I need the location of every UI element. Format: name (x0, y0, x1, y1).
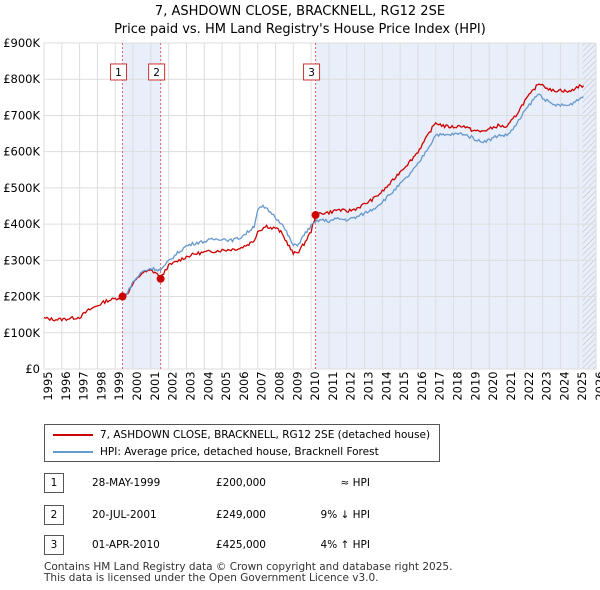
x-tick-label: 2013 (362, 371, 376, 400)
x-tick-label: 2007 (255, 371, 269, 400)
sale-marker-box (148, 63, 166, 81)
y-tick-label: £700K (3, 108, 40, 122)
sale-point (156, 274, 165, 283)
x-tick-label: 2009 (290, 371, 304, 400)
x-tick-label: 2002 (166, 371, 180, 400)
sale-row-1: 1 28-MAY-1999 £200,000 ≈ HPI (0, 473, 600, 493)
price-chart: 1 2 3 £0 £100K £200K £300K £400K £500K £600K £700… (3, 36, 600, 401)
footer-licence: This data is licensed under the Open Gov… (44, 572, 379, 584)
x-tick-label: 2014 (379, 371, 393, 400)
shaded-range (122, 43, 161, 369)
sale-marker-label: 3 (308, 67, 315, 79)
x-tick-label: 1996 (59, 371, 73, 400)
sale-number: 2 (44, 505, 64, 525)
sale-number: 3 (44, 535, 64, 555)
x-tick-label: 2023 (540, 371, 554, 400)
chart-title: 7, ASHDOWN CLOSE, BRACKNELL, RG12 2SE (154, 4, 446, 19)
sale-date: 01-APR-2010 (92, 539, 160, 551)
y-tick-label: £600K (3, 145, 40, 159)
x-tick-label: 2021 (504, 371, 518, 400)
x-tick-label: 2012 (344, 371, 358, 400)
sale-date: 20-JUL-2001 (92, 509, 157, 521)
hpi-line (122, 93, 584, 297)
sale-number: 1 (44, 473, 64, 493)
y-tick-label: £500K (3, 181, 40, 195)
sale-price: £425,000 (215, 539, 266, 551)
x-tick-label: 2025 (575, 371, 589, 400)
sale-row-2: 2 20-JUL-2001 £249,000 9% ↓ HPI (0, 505, 600, 525)
sale-price: £200,000 (215, 477, 266, 489)
chart-subtitle: Price paid vs. HM Land Registry's House … (114, 22, 486, 37)
sale-hpi-relation: 9% ↓ HPI (320, 509, 370, 521)
sale-price: £249,000 (215, 509, 266, 521)
x-tick-label: 2000 (130, 371, 144, 400)
sale-marker-label: 1 (115, 67, 122, 79)
x-tick-label: 1997 (77, 371, 91, 400)
x-tick-label: 2020 (486, 371, 500, 400)
x-tick-label: 2005 (219, 371, 233, 400)
y-tick-label: £200K (3, 290, 40, 304)
x-tick-label: 2022 (522, 371, 536, 400)
sale-point (311, 211, 320, 220)
sale-point (118, 292, 127, 301)
y-tick-label: £400K (3, 217, 40, 231)
sale-hpi-relation: ≈ HPI (340, 477, 370, 489)
y-tick-label: £300K (3, 253, 40, 267)
sale-date: 28-MAY-1999 (92, 477, 161, 489)
x-tick-label: 2011 (326, 371, 340, 400)
x-tick-label: 2001 (148, 371, 162, 400)
y-tick-label: £800K (3, 72, 40, 86)
x-tick-label: 2019 (468, 371, 482, 400)
x-tick-label: 2006 (237, 371, 251, 400)
x-tick-label: 2010 (308, 371, 322, 400)
projection-hatch (582, 43, 596, 369)
x-tick-label: 2004 (201, 371, 215, 400)
sale-hpi-relation: 4% ↑ HPI (320, 539, 370, 551)
y-tick-label: £900K (3, 36, 40, 50)
x-tick-label: 2015 (397, 371, 411, 400)
shaded-range (315, 43, 596, 369)
x-tick-label: 2024 (557, 371, 571, 400)
y-tick-label: £100K (3, 326, 40, 340)
x-tick-label: 2026 (593, 371, 600, 400)
sale-marker-box (303, 63, 321, 81)
x-tick-label: 1998 (94, 371, 108, 400)
x-tick-label: 1995 (41, 371, 55, 400)
sale-row-3: 3 01-APR-2010 £425,000 4% ↑ HPI (0, 535, 600, 555)
y-tick-label: £0 (25, 362, 40, 376)
chart-legend: 7, ASHDOWN CLOSE, BRACKNELL, RG12 2SE (d… (44, 424, 440, 462)
sale-marker-box (110, 63, 128, 81)
x-tick-label: 1999 (112, 371, 126, 400)
legend-swatch-property (53, 434, 93, 436)
legend-label-hpi: HPI: Average price, detached house, Brac… (100, 446, 379, 458)
x-tick-label: 2008 (272, 371, 286, 400)
legend-label-property: 7, ASHDOWN CLOSE, BRACKNELL, RG12 2SE (d… (100, 429, 431, 441)
x-tick-label: 2003 (183, 371, 197, 400)
x-tick-label: 2017 (433, 371, 447, 400)
x-tick-label: 2016 (415, 371, 429, 400)
footer-copyright: Contains HM Land Registry data © Crown c… (44, 561, 453, 573)
legend-swatch-hpi (53, 451, 93, 453)
sale-marker-label: 2 (153, 67, 160, 79)
x-tick-label: 2018 (451, 371, 465, 400)
